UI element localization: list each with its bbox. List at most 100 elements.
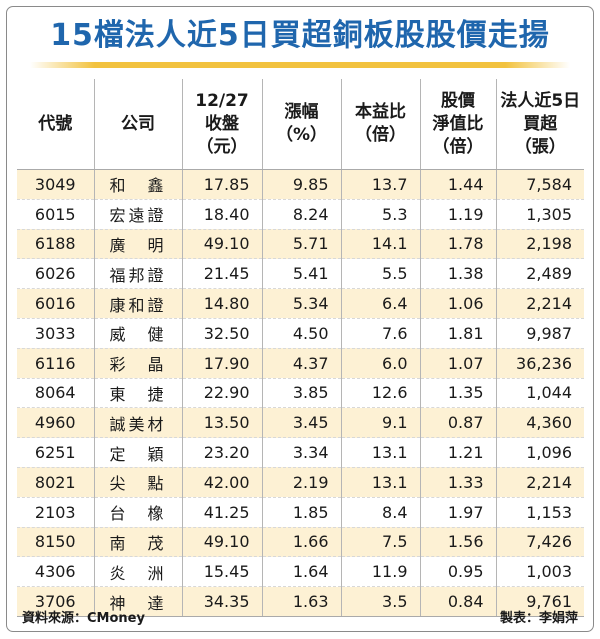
table-row: 8021 尖 點 42.00 2.19 13.1 1.33 2,214 bbox=[17, 467, 584, 498]
table-row: 6015 宏遠證 18.40 8.24 5.3 1.19 1,305 bbox=[17, 199, 584, 230]
pe-cell: 13.1 bbox=[340, 437, 420, 468]
close-cell: 14.80 bbox=[181, 288, 262, 319]
pe-cell: 6.4 bbox=[340, 288, 420, 319]
table-row: 4960 誠美材 13.50 3.45 9.1 0.87 4,360 bbox=[17, 407, 584, 439]
table-row: 6116 彩 晶 17.90 4.37 6.0 1.07 36,236 bbox=[17, 348, 584, 379]
header-line: 收盤 bbox=[205, 113, 239, 134]
net-buy-cell: 1,003 bbox=[495, 556, 584, 588]
title-underline bbox=[30, 62, 570, 68]
pb-cell: 1.78 bbox=[419, 229, 496, 260]
header-line: 12/27 bbox=[195, 90, 249, 111]
change-cell: 5.34 bbox=[261, 288, 341, 319]
company-cell: 南 茂 bbox=[93, 527, 182, 558]
header-line: 代號 bbox=[38, 113, 73, 134]
close-cell: 42.00 bbox=[181, 467, 262, 498]
code-cell: 8021 bbox=[17, 467, 94, 498]
column-header-close: 12/27 收盤 （元） bbox=[181, 79, 262, 170]
change-cell: 5.41 bbox=[261, 258, 341, 290]
close-cell: 34.35 bbox=[181, 586, 262, 617]
column-header-company: 公司 bbox=[93, 79, 182, 170]
net-buy-cell: 1,044 bbox=[495, 378, 584, 409]
close-cell: 41.25 bbox=[181, 497, 262, 528]
pb-cell: 1.56 bbox=[419, 527, 496, 558]
pb-cell: 1.81 bbox=[419, 318, 496, 349]
pe-cell: 8.4 bbox=[340, 497, 420, 528]
change-cell: 4.37 bbox=[261, 348, 341, 379]
pb-cell: 1.21 bbox=[419, 437, 496, 468]
table-row: 4306 炎 洲 15.45 1.64 11.9 0.95 1,003 bbox=[17, 556, 584, 588]
pb-cell: 1.44 bbox=[419, 169, 496, 200]
close-cell: 18.40 bbox=[181, 199, 262, 230]
close-cell: 32.50 bbox=[181, 318, 262, 349]
table-row: 6251 定 穎 23.20 3.34 13.1 1.21 1,096 bbox=[17, 437, 584, 468]
net-buy-cell: 7,584 bbox=[495, 169, 584, 200]
close-cell: 17.85 bbox=[181, 169, 262, 200]
pe-cell: 6.0 bbox=[340, 348, 420, 379]
close-cell: 49.10 bbox=[181, 527, 262, 558]
change-cell: 1.66 bbox=[261, 527, 341, 558]
pe-cell: 5.3 bbox=[340, 199, 420, 230]
pe-cell: 13.7 bbox=[340, 169, 420, 200]
net-buy-cell: 9,761 bbox=[495, 586, 584, 617]
table-row: 3049 和 鑫 17.85 9.85 13.7 1.44 7,584 bbox=[17, 169, 584, 200]
change-cell: 4.50 bbox=[261, 318, 341, 349]
company-cell: 台 橡 bbox=[93, 497, 182, 528]
net-buy-cell: 7,426 bbox=[495, 527, 584, 558]
credit-note: 製表：李娟萍 bbox=[499, 611, 578, 626]
pb-cell: 1.33 bbox=[419, 467, 496, 498]
table-row: 3033 威 健 32.50 4.50 7.6 1.81 9,987 bbox=[17, 318, 584, 349]
net-buy-cell: 2,214 bbox=[495, 467, 584, 498]
company-cell: 彩 晶 bbox=[93, 348, 182, 379]
pe-cell: 9.1 bbox=[340, 407, 420, 439]
pb-cell: 0.87 bbox=[419, 407, 496, 439]
company-cell: 定 穎 bbox=[93, 437, 182, 468]
code-cell: 8150 bbox=[17, 527, 94, 558]
pb-cell: 1.07 bbox=[419, 348, 496, 379]
company-cell: 神 達 bbox=[93, 586, 182, 617]
company-cell: 宏遠證 bbox=[93, 199, 182, 230]
column-header-change: 漲幅 （%） bbox=[261, 79, 341, 170]
change-cell: 2.19 bbox=[261, 467, 341, 498]
pe-cell: 7.5 bbox=[340, 527, 420, 558]
change-cell: 1.64 bbox=[261, 556, 341, 588]
close-cell: 21.45 bbox=[181, 258, 262, 290]
source-note: 資料來源：CMoney bbox=[22, 611, 145, 626]
net-buy-cell: 1,096 bbox=[495, 437, 584, 468]
table-header: 代號 公司 12/27 收盤 （元） 漲幅 （%） 本益比 （倍） 股價 淨值比 （倍） 法人近5日 買超… bbox=[17, 79, 584, 170]
change-cell: 3.85 bbox=[261, 378, 341, 409]
net-buy-cell: 9,987 bbox=[495, 318, 584, 349]
close-cell: 22.90 bbox=[181, 378, 262, 409]
change-cell: 5.71 bbox=[261, 229, 341, 260]
change-cell: 9.85 bbox=[261, 169, 341, 200]
pe-cell: 11.9 bbox=[340, 556, 420, 588]
header-line: 買超 bbox=[523, 113, 558, 134]
column-header-code: 代號 bbox=[17, 79, 94, 170]
page-title: 15檔法人近5日買超銅板股股價走揚 bbox=[50, 18, 550, 53]
header-line: 本益比 bbox=[355, 102, 406, 122]
close-cell: 17.90 bbox=[181, 348, 262, 379]
table-row: 2103 台 橡 41.25 1.85 8.4 1.97 1,153 bbox=[17, 497, 584, 528]
header-line: 法人近5日 bbox=[500, 90, 581, 111]
table-row: 6016 康和證 14.80 5.34 6.4 1.06 2,214 bbox=[17, 288, 584, 319]
column-header-pe: 本益比 （倍） bbox=[340, 79, 420, 170]
code-cell: 3033 bbox=[17, 318, 94, 349]
close-cell: 15.45 bbox=[181, 556, 262, 588]
net-buy-cell: 36,236 bbox=[495, 348, 584, 379]
code-cell: 6016 bbox=[17, 288, 94, 319]
pb-cell: 0.84 bbox=[419, 586, 496, 617]
net-buy-cell: 2,214 bbox=[495, 288, 584, 319]
pb-cell: 1.06 bbox=[419, 288, 496, 319]
header-line: （%） bbox=[275, 125, 328, 145]
table-row: 6188 廣 明 49.10 5.71 14.1 1.78 2,198 bbox=[17, 229, 584, 260]
table-row: 6026 福邦證 21.45 5.41 5.5 1.38 2,489 bbox=[17, 258, 584, 290]
table-row: 8064 東 捷 22.90 3.85 12.6 1.35 1,044 bbox=[17, 378, 584, 409]
header-row: 代號 公司 12/27 收盤 （元） 漲幅 （%） 本益比 （倍） 股價 淨值比 （倍） 法人近5日 買超… bbox=[17, 79, 584, 170]
stock-table: 代號 公司 12/27 收盤 （元） 漲幅 （%） 本益比 （倍） 股價 淨值比 （倍） 法人近5日 買超… bbox=[17, 79, 584, 617]
header-line: 淨值比 bbox=[432, 113, 484, 134]
header-line: （倍） bbox=[432, 136, 484, 157]
pb-cell: 1.35 bbox=[419, 378, 496, 409]
net-buy-cell: 2,489 bbox=[495, 258, 584, 290]
header-line: 公司 bbox=[121, 113, 155, 134]
column-header-pb: 股價 淨值比 （倍） bbox=[419, 79, 496, 170]
change-cell: 3.34 bbox=[261, 437, 341, 468]
